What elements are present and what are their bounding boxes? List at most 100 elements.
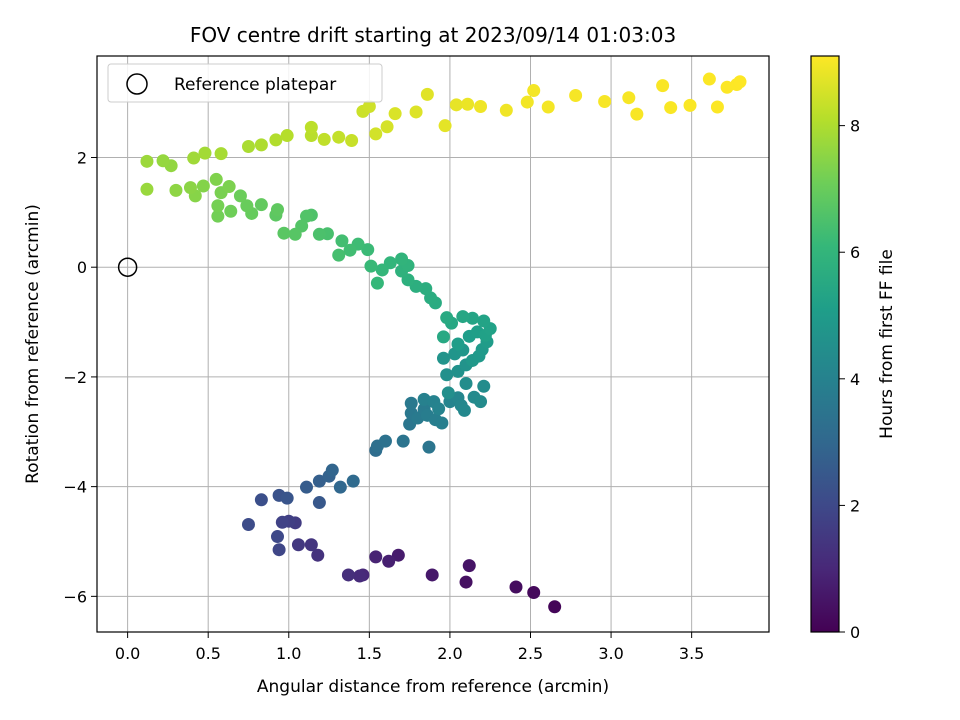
data-point (299, 480, 313, 494)
data-point (420, 87, 434, 101)
data-point (198, 146, 212, 160)
data-point (456, 310, 470, 324)
data-point (436, 330, 450, 344)
data-point (520, 95, 534, 109)
colorbar-gradient (810, 55, 840, 633)
colorbar-tick-label: 8 (850, 117, 860, 136)
plot-background (97, 56, 769, 632)
data-point (477, 379, 491, 393)
colorbar-tick-label: 0 (850, 623, 860, 642)
data-point (224, 204, 238, 218)
data-point (380, 120, 394, 134)
plot-frame (96, 55, 770, 633)
data-point (241, 517, 255, 531)
data-point (140, 182, 154, 196)
legend-label: Reference platepar (174, 75, 336, 95)
data-point (369, 127, 383, 141)
data-point (435, 416, 449, 430)
data-point (345, 133, 359, 147)
data-point (432, 402, 446, 416)
y-tick-label: −2 (63, 368, 87, 387)
data-point (391, 548, 405, 562)
data-point (436, 351, 450, 365)
data-points (140, 72, 747, 614)
colorbar-tick-label: 4 (850, 370, 860, 389)
x-tick-label: 2.5 (518, 644, 543, 663)
data-point (196, 179, 210, 193)
legend: Reference platepar (107, 63, 383, 103)
y-tick-label: −6 (63, 587, 87, 606)
colorbar-label: Hours from first FF file (877, 249, 897, 439)
x-tick-label: 3.0 (598, 644, 623, 663)
data-point (409, 105, 423, 119)
data-point (440, 368, 454, 382)
x-tick-label: 0.5 (195, 644, 220, 663)
data-point (222, 180, 236, 194)
data-point (477, 314, 491, 328)
data-point (341, 568, 355, 582)
x-tick-label: 2.0 (437, 644, 462, 663)
data-point (353, 569, 367, 583)
y-axis-label: Rotation from reference (arcmin) (23, 204, 43, 484)
data-point (272, 543, 286, 557)
data-point (277, 226, 291, 240)
data-point (422, 440, 436, 454)
data-point (702, 72, 716, 86)
data-point (156, 154, 170, 168)
data-point (622, 91, 636, 105)
data-point (140, 154, 154, 168)
legend-box (107, 63, 383, 103)
data-point (325, 463, 339, 477)
data-point (270, 203, 284, 217)
data-point (291, 538, 305, 552)
y-tick-label: 0 (77, 258, 87, 277)
data-point (214, 147, 228, 161)
data-point (527, 84, 541, 98)
data-point (438, 119, 452, 133)
data-point (364, 259, 378, 273)
data-point (241, 140, 255, 154)
data-point (457, 403, 471, 417)
data-point (209, 172, 223, 186)
data-point (332, 248, 346, 262)
y-tick-label: −4 (63, 478, 87, 497)
x-tick-label: 3.5 (679, 644, 704, 663)
colorbar-ticks: 0 2 4 6 8 (839, 117, 860, 642)
data-point (569, 88, 583, 102)
x-axis-label: Angular distance from reference (arcmin) (257, 677, 609, 697)
data-point (404, 396, 418, 410)
colorbar-tick-label: 2 (850, 496, 860, 515)
data-point (630, 107, 644, 121)
data-point (254, 198, 268, 212)
data-point (312, 496, 326, 510)
data-point (378, 434, 392, 448)
data-point (388, 107, 402, 121)
data-point (335, 234, 349, 248)
data-point (254, 493, 268, 507)
data-point (451, 337, 465, 351)
data-point (417, 392, 431, 406)
data-point (598, 95, 612, 109)
data-point (710, 100, 724, 114)
data-point (396, 434, 410, 448)
data-point (683, 98, 697, 112)
data-point (343, 243, 357, 257)
data-point (419, 282, 433, 296)
data-point (465, 311, 479, 325)
data-point (187, 151, 201, 165)
data-point (375, 263, 389, 277)
data-point (548, 600, 562, 614)
colorbar: 0 2 4 6 8 (810, 55, 860, 642)
data-point (269, 133, 283, 147)
data-point (370, 276, 384, 290)
data-point (254, 138, 268, 152)
data-point (280, 491, 294, 505)
data-point (311, 548, 325, 562)
grid (97, 56, 769, 632)
data-point (183, 181, 197, 195)
colorbar-tick-label: 6 (850, 243, 860, 262)
data-point (346, 474, 360, 488)
data-point (499, 103, 513, 117)
data-point (449, 98, 463, 112)
